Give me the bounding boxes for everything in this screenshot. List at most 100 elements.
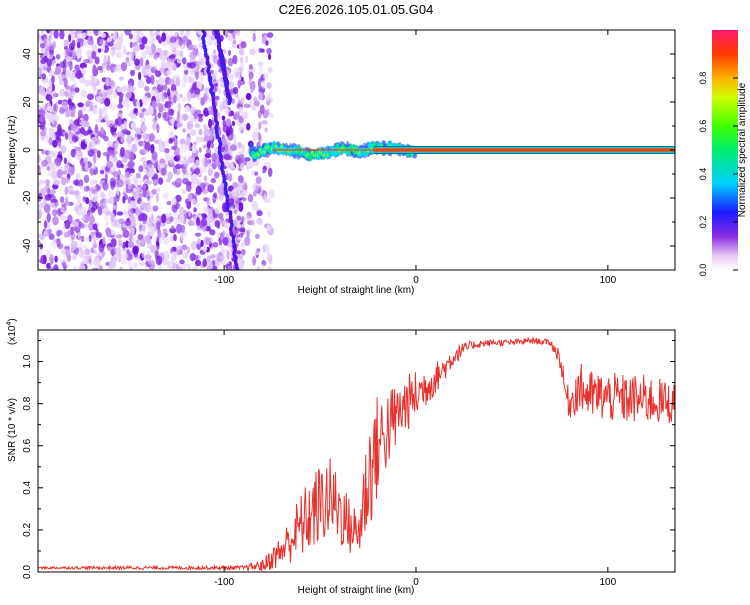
noise-blob xyxy=(89,259,93,266)
noise-blob xyxy=(38,192,42,199)
noise-blob xyxy=(120,136,125,143)
noise-blob xyxy=(249,48,256,56)
noise-blob xyxy=(193,207,197,213)
noise-blob xyxy=(238,120,246,131)
noise-blob xyxy=(222,236,229,246)
noise-blob xyxy=(181,244,188,251)
noise-blob xyxy=(218,191,224,201)
noise-blob xyxy=(38,258,45,263)
noise-blob xyxy=(112,131,118,137)
noise-blob xyxy=(206,255,212,262)
noise-blob xyxy=(65,248,71,258)
noise-blob xyxy=(79,206,87,215)
noise-blob xyxy=(38,248,42,258)
noise-blob xyxy=(59,30,65,40)
noise-blob xyxy=(80,263,86,270)
spectrogram-marks xyxy=(38,30,675,270)
noise-blob xyxy=(141,250,145,259)
noise-blob xyxy=(173,216,179,225)
noise-blob xyxy=(144,263,148,270)
noise-blob xyxy=(231,188,238,198)
noise-blob xyxy=(264,127,268,133)
noise-blob xyxy=(86,212,94,220)
noise-blob xyxy=(77,199,81,205)
noise-blob xyxy=(74,179,80,187)
noise-blob xyxy=(194,87,201,95)
noise-blob xyxy=(165,100,172,105)
snr-panel: -100 0 100 0.0 0.2 0.4 0.6 0.8 1.0 Height of st… xyxy=(6,318,676,596)
noise-blob xyxy=(41,73,47,80)
noise-blob xyxy=(188,76,192,84)
noise-blob xyxy=(181,188,187,194)
noise-blob xyxy=(231,120,236,127)
noise-blob xyxy=(64,186,68,196)
noise-blob xyxy=(203,128,210,138)
noise-blob xyxy=(230,144,238,152)
noise-blob xyxy=(152,205,159,212)
noise-blob xyxy=(86,93,94,101)
noise-blob xyxy=(217,78,223,84)
noise-blob xyxy=(53,263,59,270)
noise-blob xyxy=(225,118,232,127)
noise-blob xyxy=(138,165,144,173)
noise-blob xyxy=(112,157,118,164)
noise-blob xyxy=(236,215,241,221)
noise-blob xyxy=(238,202,244,212)
noise-blob xyxy=(45,179,50,186)
noise-blob xyxy=(91,185,98,195)
noise-blob xyxy=(149,36,155,46)
noise-blob xyxy=(173,31,178,37)
noise-blob xyxy=(77,47,82,54)
noise-blob xyxy=(38,109,41,118)
noise-blob xyxy=(124,219,132,227)
noise-blob xyxy=(175,169,181,176)
noise-blob xyxy=(232,54,238,65)
noise-blob xyxy=(98,115,105,120)
noise-blob xyxy=(110,238,117,248)
noise-blob xyxy=(257,61,264,68)
noise-blob xyxy=(123,120,128,129)
noise-blob xyxy=(71,39,76,49)
noise-blob xyxy=(162,140,170,148)
noise-blob xyxy=(129,41,133,49)
noise-blob xyxy=(53,92,57,98)
noise-blob xyxy=(195,185,202,195)
noise-blob xyxy=(138,261,145,266)
noise-blob xyxy=(133,107,138,114)
noise-blob xyxy=(181,77,188,84)
noise-blob xyxy=(90,178,95,187)
noise-blob xyxy=(192,254,199,261)
noise-blob xyxy=(241,143,245,154)
noise-blob xyxy=(43,220,48,229)
noise-blob xyxy=(38,97,43,103)
noise-blob xyxy=(261,260,267,266)
noise-blob xyxy=(181,96,187,103)
colorbar-gradient xyxy=(712,30,738,270)
noise-blob xyxy=(144,149,148,155)
noise-blob xyxy=(175,77,180,87)
noise-blob xyxy=(83,157,89,164)
noise-blob xyxy=(167,61,173,71)
noise-blob xyxy=(176,244,181,251)
noise-blob xyxy=(89,35,93,42)
noise-blob xyxy=(101,106,108,115)
noise-blob xyxy=(43,37,50,42)
noise-blob xyxy=(263,72,269,80)
noise-blob xyxy=(186,201,192,210)
noise-blob xyxy=(115,51,123,59)
noise-blob xyxy=(75,172,81,181)
noise-blob xyxy=(112,204,118,210)
noise-blob xyxy=(209,217,213,224)
noise-blob xyxy=(148,133,155,142)
noise-blob xyxy=(81,216,86,221)
noise-blob xyxy=(156,123,160,134)
noise-blob xyxy=(60,170,68,175)
noise-blob xyxy=(54,157,62,167)
noise-blob xyxy=(219,220,225,225)
noise-blob xyxy=(56,168,63,179)
noise-blob xyxy=(211,177,217,184)
noise-blob xyxy=(74,146,82,152)
noise-blob xyxy=(113,66,118,73)
noise-blob xyxy=(141,224,146,235)
